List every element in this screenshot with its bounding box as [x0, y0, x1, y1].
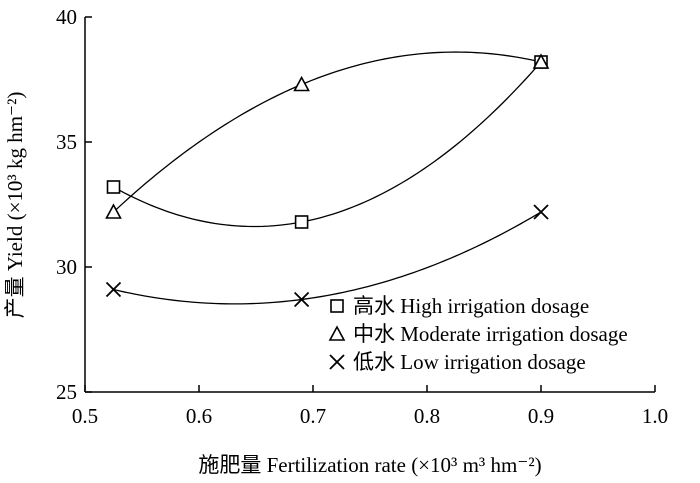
- y-tick-label: 25: [56, 380, 77, 404]
- triangle-point: [532, 53, 550, 69]
- axes: [84, 17, 655, 393]
- legend-label: 中水 Moderate irrigation dosage: [353, 322, 628, 346]
- legend-marker-square: [330, 299, 344, 313]
- fit-curve-triangle: [113, 51, 542, 213]
- legend-label: 高水 High irrigation dosage: [353, 294, 589, 318]
- cross-point: [293, 291, 310, 308]
- cross-point: [105, 281, 122, 298]
- x-tick-label: 0.6: [186, 404, 212, 428]
- x-tick-label: 0.7: [300, 404, 326, 428]
- triangle-point: [293, 75, 310, 92]
- fit-curve-cross: [113, 211, 542, 305]
- x-tick-label: 0.5: [72, 404, 98, 428]
- x-axis-title: 施肥量 Fertilization rate (×10³ m³ hm⁻²): [198, 453, 541, 477]
- y-axis-title: 产量 Yield (×10³ kg hm⁻²): [3, 92, 27, 319]
- square-point: [106, 180, 121, 194]
- data-markers: [105, 53, 550, 308]
- legend-label: 低水 Low irrigation dosage: [353, 350, 586, 374]
- legend-marker-cross: [329, 354, 345, 370]
- x-tick-label: 1.0: [642, 404, 668, 428]
- x-tick-label: 0.8: [414, 404, 440, 428]
- ticks: 0.5 0.6 0.7 0.8 0.9 1.0 25 30 35 40: [56, 5, 668, 428]
- legend: 高水 High irrigation dosage 中水 Moderate irr…: [328, 294, 628, 374]
- fit-curves: [113, 51, 542, 305]
- x-tick-label: 0.9: [528, 404, 554, 428]
- cross-point: [533, 204, 549, 220]
- y-tick-label: 40: [56, 5, 77, 29]
- square-point: [294, 215, 309, 229]
- y-tick-label: 35: [56, 130, 77, 154]
- triangle-point: [105, 203, 122, 219]
- y-tick-label: 30: [56, 255, 77, 279]
- fit-curve-square: [113, 61, 542, 228]
- legend-marker-triangle: [328, 325, 346, 341]
